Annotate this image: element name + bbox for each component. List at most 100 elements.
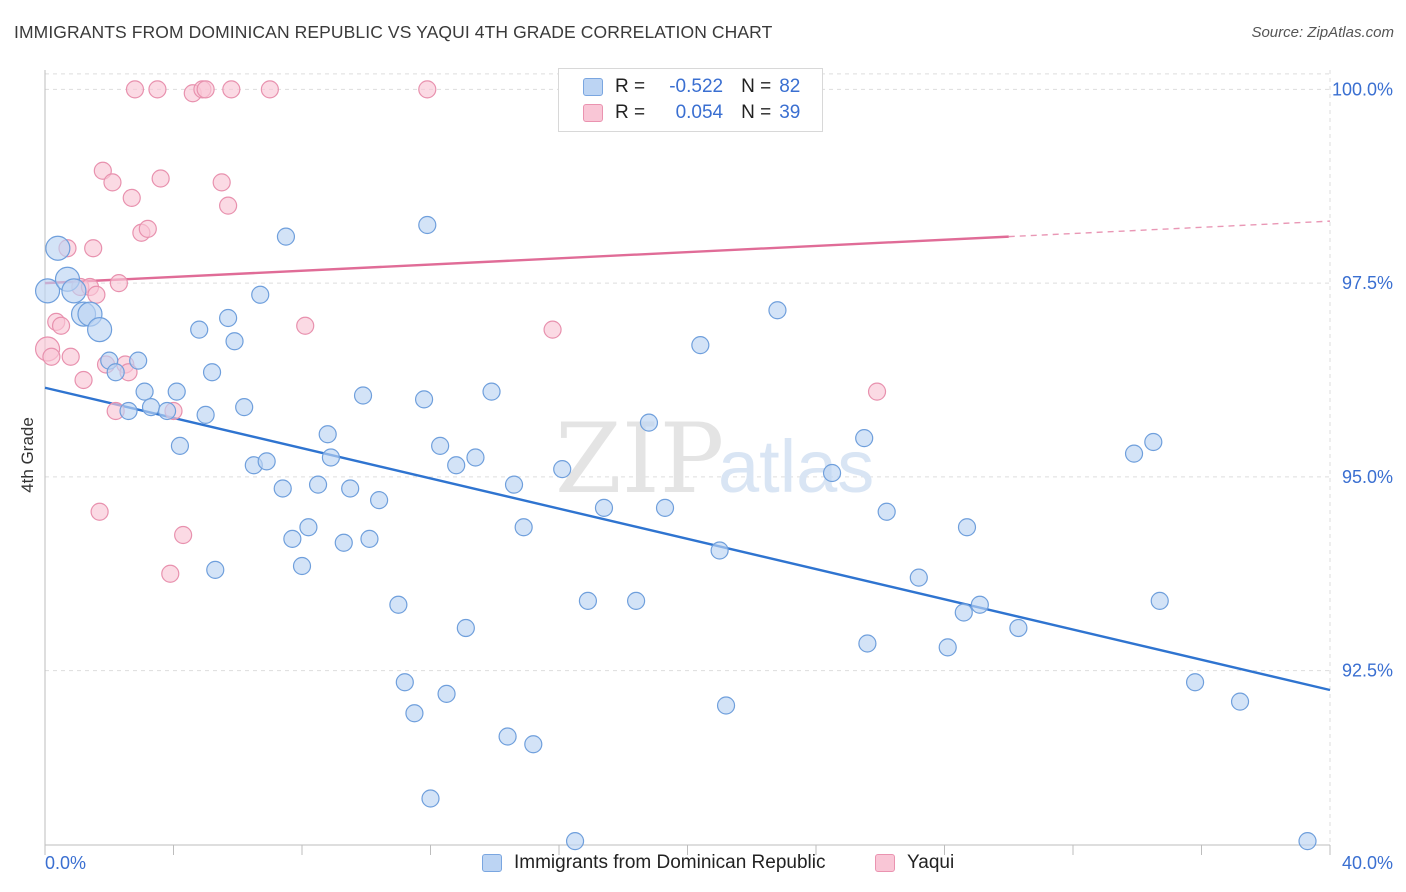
dominican-point — [129, 351, 148, 370]
dominican-point — [389, 595, 408, 614]
chart-source: Source: ZipAtlas.com — [1251, 24, 1394, 41]
series-dominican-points — [34, 215, 1317, 851]
legend-swatch-yaqui — [875, 854, 895, 872]
dominican-point — [691, 336, 710, 355]
dominican-point — [196, 405, 215, 424]
dominican-point — [273, 479, 292, 498]
legend-item-dominican: Immigrants from Dominican Republic — [482, 852, 826, 874]
dominican-point — [283, 529, 302, 548]
dominican-point — [257, 452, 276, 471]
trend-line-yaqui — [44, 235, 1009, 285]
trend-lines — [44, 220, 1331, 692]
dominican-point — [1230, 692, 1250, 711]
dominican-point — [655, 498, 675, 517]
watermark-atlas: atlas — [718, 425, 874, 508]
yaqui-point — [148, 80, 167, 99]
dominican-point — [341, 479, 360, 498]
yaqui-point — [51, 316, 71, 335]
dominican-point — [225, 332, 244, 351]
legend-n-label: N = — [741, 102, 772, 123]
dominican-point — [498, 727, 517, 746]
legend-n-value-dominican: 82 — [779, 76, 801, 97]
watermark-zip: ZIP — [555, 403, 724, 515]
yaqui-point — [74, 370, 93, 390]
yaqui-point — [151, 169, 170, 188]
dominican-point — [447, 456, 466, 475]
yaqui-point — [122, 188, 141, 207]
trend-line-dominican — [44, 386, 1331, 692]
dominican-point — [954, 603, 973, 622]
dominican-point — [437, 684, 456, 703]
dominican-point — [421, 789, 440, 808]
dominican-point — [206, 560, 225, 579]
dominican-point — [1144, 432, 1163, 452]
dominican-point — [456, 618, 475, 638]
y-axis-label: 4th Grade — [18, 417, 37, 493]
legend-label-yaqui: Yaqui — [907, 852, 955, 873]
dominican-point — [87, 317, 113, 343]
yaqui-point — [125, 80, 145, 99]
yaqui-point — [260, 80, 279, 99]
dominican-point — [1185, 673, 1205, 692]
dominican-point — [514, 518, 533, 537]
yaqui-point — [543, 320, 562, 339]
dominican-point — [970, 595, 989, 614]
dominican-point — [639, 413, 659, 432]
dominican-point — [157, 401, 177, 421]
dominican-point — [1298, 832, 1317, 851]
dominican-point — [877, 502, 896, 521]
yaqui-point — [219, 196, 238, 215]
dominican-point — [504, 475, 524, 494]
dominican-point — [565, 832, 585, 851]
yaqui-point — [196, 80, 215, 99]
yaqui-point — [867, 382, 887, 401]
yaqui-point — [161, 564, 180, 583]
dominican-point — [1150, 591, 1169, 610]
dominican-point — [414, 390, 434, 409]
dominican-point — [858, 634, 877, 653]
dominican-point — [482, 382, 501, 401]
dominican-point — [524, 735, 543, 754]
dominican-point — [716, 696, 736, 715]
dominican-point — [578, 591, 598, 610]
axes — [44, 70, 1331, 855]
dominican-point — [299, 518, 318, 537]
trend-line-extension — [1008, 220, 1331, 238]
dominican-point — [594, 498, 614, 517]
dominican-point — [553, 460, 572, 479]
yaqui-point — [87, 285, 106, 304]
yaqui-point — [90, 502, 109, 521]
legend-n-label: N = — [741, 76, 772, 97]
dominican-point — [308, 475, 328, 494]
stats-legend: R = -0.522 N = 82 R = 0.054 N = 39 — [558, 68, 823, 132]
yaqui-point — [109, 274, 128, 293]
dominican-point — [219, 308, 238, 328]
yaqui-point — [42, 347, 61, 366]
x-tick-labels: 0.0% 40.0% — [45, 853, 1393, 873]
dominican-point — [321, 448, 341, 467]
dominican-point — [710, 541, 729, 560]
y-tick-label: 95.0% — [1342, 467, 1393, 487]
dominican-point — [353, 386, 373, 405]
dominican-point — [119, 401, 138, 421]
legend-r-value-dominican: -0.522 — [669, 76, 724, 97]
yaqui-point — [222, 80, 241, 99]
dominican-point — [167, 382, 186, 401]
dominican-point — [318, 425, 337, 444]
yaqui-point — [61, 347, 80, 366]
legend-item-yaqui: Yaqui — [875, 852, 954, 874]
dominican-point — [135, 382, 154, 401]
legend-r-label: R = — [615, 76, 646, 97]
dominican-point — [190, 320, 209, 339]
dominican-point — [106, 363, 125, 382]
dominican-point — [418, 215, 437, 235]
dominican-point — [202, 363, 222, 382]
dominican-point — [45, 235, 71, 261]
yaqui-point — [103, 173, 122, 192]
yaqui-point — [418, 80, 437, 99]
legend-r-value-yaqui: 0.054 — [675, 102, 724, 123]
legend-label-dominican: Immigrants from Dominican Republic — [514, 852, 826, 873]
legend-swatch-yaqui — [583, 104, 603, 122]
legend-row-yaqui: R = 0.054 N = 39 — [583, 101, 800, 125]
